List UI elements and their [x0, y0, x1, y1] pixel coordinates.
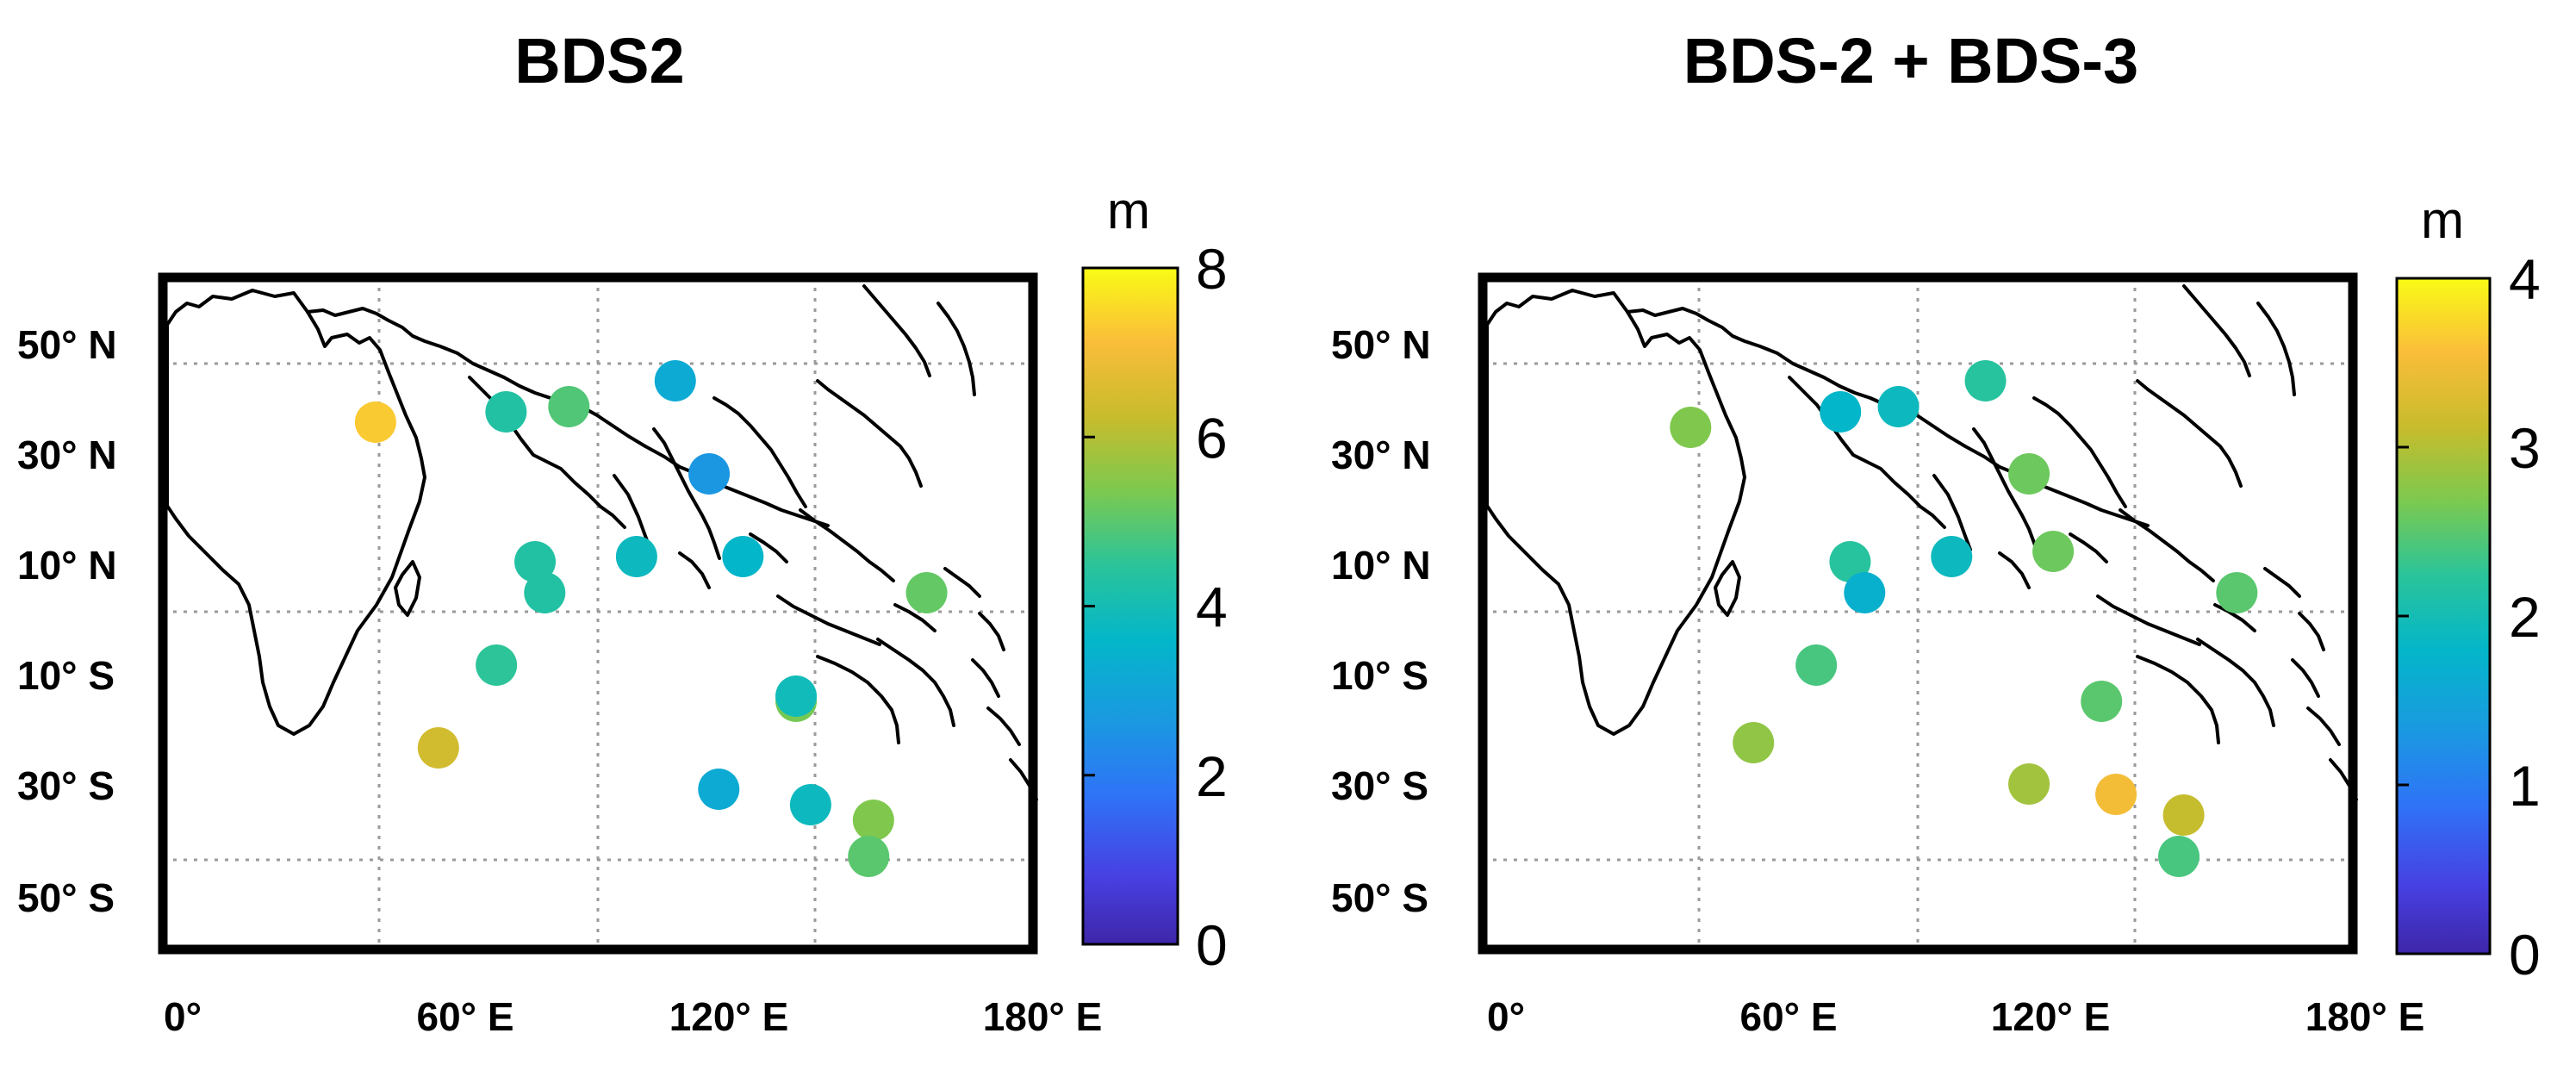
map-frame-bds2	[158, 272, 1038, 955]
station-marker-4	[1964, 360, 2007, 401]
colorbar-tick-label: 3	[2509, 416, 2541, 480]
colorbar-tick-label: 0	[1196, 913, 1228, 977]
station-marker-15	[698, 769, 740, 810]
map-area-bds2	[158, 272, 1038, 955]
x-axis-bds2-bds3: 0° 60° E 120° E 180° E	[1487, 994, 2424, 1039]
station-marker-11	[1795, 644, 1838, 686]
y-tick-label: 50° N	[1331, 322, 1431, 367]
station-marker-13	[2081, 681, 2123, 722]
x-axis-bds2: 0° 60° E 120° E 180° E	[164, 994, 1102, 1039]
colorbar-ticks-bds2-bds3: 0 1 2 3 4	[2397, 247, 2541, 987]
y-tick-label: 50° N	[17, 322, 117, 367]
station-marker-2	[485, 391, 527, 433]
colorbar-unit: m	[2421, 191, 2464, 249]
x-tick-label: 180° E	[2305, 994, 2425, 1039]
chart-title-bds2-bds3: BDS-2 + BDS-3	[1683, 25, 2138, 96]
station-marker-12	[1733, 722, 1775, 763]
colorbar-tick-label: 2	[1196, 744, 1228, 808]
station-marker-17	[852, 800, 894, 841]
station-marker-15	[2095, 774, 2137, 815]
map-frame-bds2-bds3	[1478, 272, 2358, 955]
station-marker-12	[417, 727, 459, 769]
station-marker-8	[1931, 536, 1973, 577]
station-marker-6	[1829, 541, 1871, 582]
colorbar-tick-label: 6	[1196, 406, 1228, 470]
colorbar-gradient	[1081, 266, 1179, 946]
colorbar-gradient	[2395, 277, 2492, 955]
x-tick-label: 0°	[164, 994, 202, 1039]
y-tick-label: 30° S	[17, 763, 115, 808]
station-marker-5	[688, 453, 731, 495]
station-marker-16	[2162, 794, 2205, 836]
gridlines-bds2-bds3	[1483, 277, 2353, 949]
station-marker-1	[354, 401, 396, 443]
y-tick-label: 50° S	[1331, 875, 1428, 920]
colorbar-tick-label: 0	[2509, 923, 2541, 987]
station-marker-17	[2158, 836, 2200, 877]
station-marker-5	[2008, 453, 2050, 495]
colorbar-ticks-bds2: 0 2 4 6 8	[1083, 237, 1228, 977]
colorbar-tick-label: 4	[1196, 576, 1228, 639]
station-marker-16	[789, 784, 831, 825]
station-marker-9	[722, 536, 764, 577]
stations-bds2	[354, 360, 948, 877]
x-tick-label: 180° E	[983, 994, 1103, 1039]
station-marker-3	[1877, 386, 1920, 427]
station-marker-7	[524, 572, 566, 613]
station-marker-3	[548, 386, 590, 427]
y-tick-label: 30° N	[1331, 433, 1431, 477]
station-marker-1	[1670, 407, 1712, 448]
chart-title-bds2: BDS2	[514, 25, 684, 96]
colorbar-bds2: m 0 2 4 6 8	[1081, 182, 1228, 977]
colorbar-unit: m	[1107, 182, 1150, 240]
station-marker-10	[2216, 572, 2258, 613]
station-marker-8	[615, 536, 657, 577]
x-tick-label: 60° E	[416, 994, 513, 1039]
x-tick-label: 60° E	[1739, 994, 1837, 1039]
panel-bds2: BDS2 50° N 30° N 10° N 10° S 30° S	[17, 25, 1228, 1039]
y-axis-bds2-bds3: 50° N 30° N 10° N 10° S 30° S 50° S	[1331, 322, 1431, 920]
y-tick-label: 50° S	[17, 875, 115, 920]
x-tick-label: 0°	[1487, 994, 1525, 1039]
y-axis-bds2: 50° N 30° N 10° N 10° S 30° S 50° S	[17, 322, 117, 920]
station-marker-10	[905, 572, 948, 613]
station-marker-4	[654, 360, 696, 401]
panel-bds2-bds3: BDS-2 + BDS-3 50° N 30° N 10° N 10° S 30…	[1331, 25, 2541, 1039]
colorbar-bds2-bds3: m 0 1 2 3 4	[2395, 191, 2541, 987]
station-marker-7	[1844, 572, 1886, 613]
station-marker-2	[1820, 391, 1862, 433]
y-tick-label: 10° S	[1331, 653, 1428, 698]
colorbar-tick-label: 8	[1196, 237, 1228, 301]
colorbar-tick-label: 4	[2509, 247, 2541, 311]
x-tick-label: 120° E	[1991, 994, 2111, 1039]
y-tick-label: 30° N	[17, 433, 117, 477]
y-tick-label: 10° N	[17, 543, 117, 588]
station-marker-6	[514, 541, 557, 582]
station-marker-11	[476, 644, 518, 686]
map-area-bds2-bds3	[1478, 272, 2358, 955]
y-tick-label: 10° S	[17, 653, 115, 698]
stations-bds2-bds3	[1670, 360, 2258, 877]
station-marker-9	[2032, 531, 2075, 572]
colorbar-tick-label: 1	[2509, 754, 2541, 818]
gridlines-bds2	[163, 277, 1033, 949]
y-tick-label: 30° S	[1331, 763, 1428, 808]
colorbar-tick-label: 2	[2509, 585, 2541, 649]
station-marker-14	[775, 675, 818, 717]
y-tick-label: 10° N	[1331, 543, 1431, 588]
station-marker-18	[848, 836, 890, 877]
station-marker-14	[2008, 763, 2050, 805]
x-tick-label: 120° E	[669, 994, 789, 1039]
